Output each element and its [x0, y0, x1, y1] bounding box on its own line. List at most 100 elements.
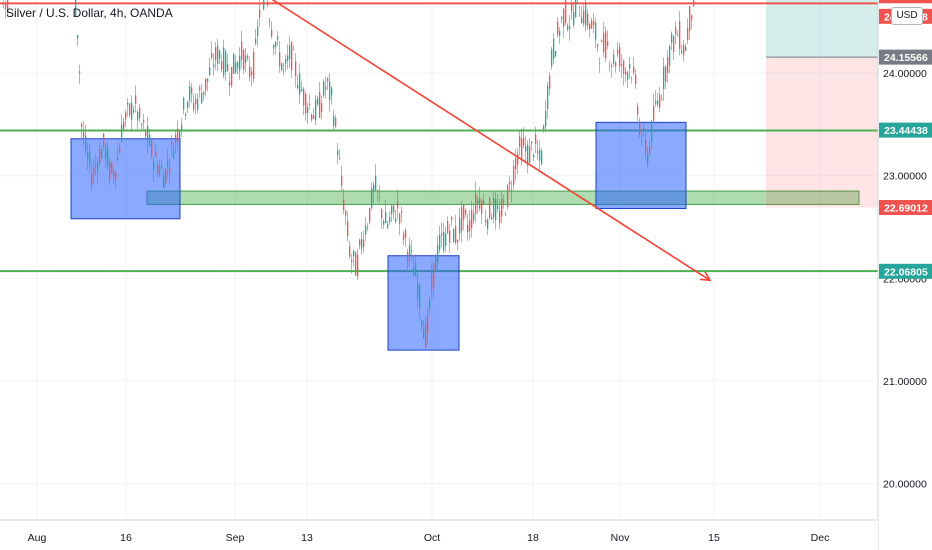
- downtrend-arrowhead: [699, 271, 712, 282]
- candle-body: [153, 161, 155, 170]
- candle-body: [271, 29, 273, 37]
- candle-body: [583, 10, 585, 24]
- candle-body: [159, 166, 161, 175]
- candle-body: [637, 106, 639, 115]
- candle-body: [269, 21, 271, 22]
- candle-body: [83, 132, 85, 137]
- candle-body: [227, 64, 229, 71]
- candle-body: [207, 78, 209, 82]
- candle-body: [511, 189, 513, 192]
- candle-body: [371, 188, 373, 208]
- candle-body: [409, 245, 411, 255]
- candle-body: [467, 224, 469, 233]
- candle-body: [627, 72, 629, 80]
- long-position-tool[interactable]: [766, 0, 878, 208]
- candle-body: [691, 15, 693, 20]
- candle-body: [391, 205, 393, 215]
- candle-body: [555, 51, 557, 57]
- candle-body: [541, 150, 543, 165]
- candle-body: [523, 138, 525, 146]
- candle-body: [669, 46, 671, 66]
- candle-body: [557, 21, 559, 35]
- candle-body: [239, 55, 241, 72]
- candle-body: [367, 227, 369, 229]
- candle-body: [425, 323, 427, 348]
- candle-body: [203, 91, 205, 95]
- candle-body: [659, 94, 661, 108]
- candle-body: [387, 224, 389, 228]
- candle-body: [537, 150, 539, 154]
- candle-body: [129, 103, 131, 115]
- candle-body: [693, 0, 695, 7]
- candle-body: [547, 85, 549, 110]
- candle-body: [681, 50, 683, 53]
- price-axis[interactable]: 20.0000021.0000022.0000023.0000024.00000…: [877, 0, 932, 550]
- candle-body: [585, 4, 587, 26]
- candle-body: [161, 165, 163, 169]
- candle-body: [111, 162, 113, 173]
- candle-body: [171, 141, 173, 145]
- candle-body: [157, 164, 159, 174]
- candle-body: [97, 162, 99, 172]
- candle-body: [179, 131, 181, 139]
- candle-body: [331, 88, 333, 96]
- candle-body: [549, 75, 551, 89]
- candle-body: [301, 89, 303, 92]
- candle-body: [337, 150, 339, 156]
- candle-body: [167, 160, 169, 168]
- candle-body: [587, 13, 589, 26]
- candle-body: [609, 65, 611, 66]
- candle-body: [91, 173, 93, 185]
- candle-body: [455, 226, 457, 243]
- candle-body: [99, 148, 101, 164]
- candle-body: [311, 114, 313, 120]
- candle-body: [527, 144, 529, 166]
- candle-body: [87, 152, 89, 159]
- candle-body: [621, 64, 623, 66]
- time-axis[interactable]: Aug 16 Sep 13 Oct 18 Nov 15 Dec: [0, 519, 878, 550]
- candle-body: [89, 151, 91, 165]
- candle-body: [643, 128, 645, 130]
- candle-body: [405, 229, 407, 238]
- candle-body: [275, 42, 277, 48]
- candle-body: [303, 88, 305, 106]
- candle-body: [591, 20, 593, 29]
- candle-body: [475, 193, 477, 214]
- candle-body: [237, 61, 239, 69]
- candle-body: [689, 6, 691, 31]
- candle-body: [169, 168, 171, 173]
- candle-body: [361, 238, 363, 249]
- candle-body: [385, 211, 387, 224]
- candle-body: [419, 285, 421, 308]
- candle-body: [335, 118, 337, 127]
- candle-body: [277, 36, 279, 40]
- candle-body: [675, 27, 677, 35]
- price-label-text: 24.15566: [884, 52, 928, 64]
- candle-body: [149, 134, 151, 147]
- price-label-box: [879, 199, 932, 215]
- candle-body: [205, 78, 207, 91]
- candle-body: [479, 197, 481, 209]
- currency-badge[interactable]: USD: [891, 7, 923, 25]
- candle-body: [327, 78, 329, 82]
- candle-body: [407, 251, 409, 262]
- candle-body: [593, 20, 595, 25]
- candle-body: [489, 198, 491, 218]
- candle-body: [477, 200, 479, 205]
- candle-body: [429, 299, 431, 309]
- x-tick-label: Nov: [611, 532, 630, 544]
- candle-body: [195, 98, 197, 105]
- candle-body: [273, 45, 275, 48]
- candle-body: [495, 199, 497, 221]
- candle-body: [317, 98, 319, 105]
- candle-body: [225, 51, 227, 73]
- candle-body: [617, 49, 619, 55]
- candle-body: [487, 219, 489, 229]
- candle-body: [241, 41, 243, 60]
- candle-body: [233, 53, 235, 74]
- candle-body: [503, 200, 505, 203]
- candle-body: [177, 128, 179, 142]
- candle-body: [445, 233, 447, 246]
- candle-body: [217, 45, 219, 64]
